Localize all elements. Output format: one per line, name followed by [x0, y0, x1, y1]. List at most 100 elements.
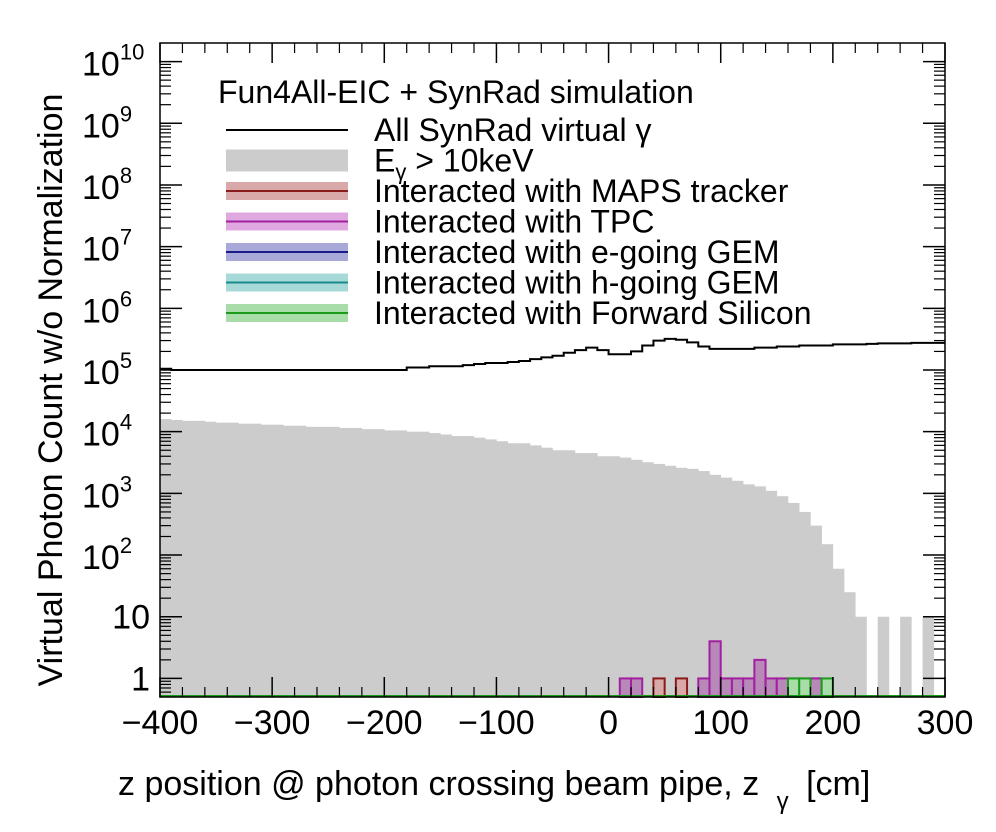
plot-area — [160, 337, 945, 699]
histogram-bar-interacted-with-tpc — [809, 677, 823, 698]
histogram-bar-e-gamma — [687, 468, 699, 697]
histogram-bar-e-gamma — [900, 616, 912, 697]
histogram-bar-e-gamma — [339, 427, 351, 697]
histogram-bar-e-gamma — [754, 486, 766, 697]
x-tick-label: 200 — [804, 704, 861, 742]
y-tick-label: 102 — [82, 533, 132, 577]
histogram-bar-e-gamma — [653, 463, 665, 697]
histogram-bar-e-gamma — [810, 525, 822, 697]
histogram-bar-e-gamma — [642, 462, 654, 697]
chart-title: Fun4All-EIC + SynRad simulation — [218, 74, 694, 110]
histogram-bar-e-gamma — [698, 471, 710, 697]
histogram-bar-e-gamma — [631, 459, 643, 697]
y-tick-label: 104 — [82, 410, 132, 454]
y-tick-label: 1010 — [82, 40, 144, 84]
histogram-bar-interacted-with-tpc — [719, 677, 733, 698]
histogram-bar-e-gamma — [440, 434, 452, 697]
legend-swatch-fill — [226, 149, 348, 172]
histogram-bar-e-gamma — [832, 568, 845, 697]
histogram-bar-e-gamma — [776, 496, 789, 697]
legend-label: Interacted with Forward Silicon — [374, 295, 812, 331]
histogram-bar-e-gamma — [406, 431, 419, 697]
histogram-bar-e-gamma — [922, 616, 935, 697]
histogram-bar-e-gamma — [350, 427, 363, 697]
legend-label: Eγ > 10keV — [374, 143, 534, 185]
histogram-bar-e-gamma — [227, 422, 239, 697]
legend-label: Interacted with e-going GEM — [374, 234, 780, 270]
histogram-bar-e-gamma — [552, 450, 565, 697]
x-axis-title-sub: γ — [777, 788, 789, 815]
histogram-bar-e-gamma — [821, 544, 834, 697]
histogram-bar-e-gamma — [709, 474, 722, 697]
histogram-bar-e-gamma — [518, 443, 531, 697]
histogram-bar-e-gamma — [283, 425, 295, 697]
histogram-bar-e-gamma — [574, 453, 587, 697]
histogram-bar-interacted-with-maps-tracker — [652, 677, 666, 698]
histogram-bar-e-gamma — [395, 430, 408, 697]
histogram-bar-interacted-with-tpc — [764, 677, 778, 698]
y-tick-label: 1 — [131, 660, 150, 698]
legend-label: Interacted with h-going GEM — [374, 265, 780, 301]
histogram-bar-e-gamma — [462, 436, 475, 697]
x-axis-title: z position @ photon crossing beam pipe, … — [118, 765, 870, 817]
histogram-bar-e-gamma — [204, 421, 217, 697]
y-tick-label: 105 — [82, 348, 132, 392]
x-tick-label: −400 — [122, 704, 199, 742]
x-tick-label: 100 — [692, 704, 749, 742]
y-tick-label: 106 — [82, 286, 132, 330]
histogram-bar-e-gamma — [193, 420, 206, 697]
legend-label: All SynRad virtual γ — [374, 112, 651, 148]
x-tick-label: −300 — [234, 704, 311, 742]
histogram-bar-e-gamma — [664, 465, 677, 697]
histogram-bar-e-gamma — [216, 422, 228, 697]
histogram-bar-e-gamma — [451, 436, 464, 697]
legend-label: Interacted with TPC — [374, 204, 654, 240]
y-tick-label: 108 — [82, 163, 132, 207]
histogram-bar-interacted-with-maps-tracker — [674, 677, 689, 698]
histogram-bar-interacted-with-tpc — [742, 677, 756, 698]
histogram-bar-e-gamma — [541, 447, 553, 697]
histogram-bar-e-gamma — [171, 419, 183, 697]
histogram-bar-e-gamma — [272, 424, 284, 697]
histogram-bar-e-gamma — [429, 433, 441, 697]
y-tick-label: 109 — [82, 101, 132, 145]
histogram-bar-interacted-with-tpc — [753, 658, 767, 699]
histogram-bar-e-gamma — [597, 456, 609, 697]
histogram-bar-e-gamma — [720, 477, 733, 697]
histogram-bar-interacted-with-forward-silicon — [820, 677, 834, 698]
x-tick-label: −200 — [346, 704, 423, 742]
axes: −400 −300 −200 −100 0 100 200 300 1 10 102 103 104 10… — [82, 40, 973, 742]
histogram-bar-interacted-with-tpc — [630, 677, 644, 698]
histogram-bar-e-gamma — [361, 429, 374, 697]
histogram-bar-interacted-with-tpc — [730, 677, 745, 698]
y-tick-label: 10 — [112, 599, 150, 637]
histogram-bar-e-gamma — [855, 616, 867, 697]
histogram-bar-e-gamma — [238, 423, 251, 697]
histogram-bar-e-gamma — [373, 429, 385, 697]
histogram-bar-e-gamma — [743, 484, 755, 697]
x-tick-label: −100 — [458, 704, 535, 742]
y-tick-label: 107 — [82, 225, 132, 269]
x-axis-title-main: z position @ photon crossing beam pipe, … — [118, 765, 759, 803]
histogram-bar-e-gamma — [788, 502, 800, 697]
histogram-bar-e-gamma — [619, 457, 632, 697]
histogram-bar-e-gamma — [507, 443, 520, 697]
y-tick-label: 103 — [82, 471, 132, 515]
histogram-bar-e-gamma — [417, 431, 430, 697]
histogram-bar-e-gamma — [249, 423, 262, 697]
histogram-bar-interacted-with-tpc — [775, 677, 789, 698]
legend-label: Interacted with MAPS tracker — [374, 173, 789, 209]
histogram-bar-e-gamma — [182, 420, 194, 697]
histogram-bar-e-gamma — [260, 424, 273, 697]
histogram-bar-e-gamma — [563, 450, 576, 697]
x-tick-label: 0 — [599, 704, 618, 742]
histogram-bar-e-gamma — [731, 480, 744, 697]
histogram-bar-interacted-with-forward-silicon — [787, 677, 801, 698]
series-line-all-synrad — [160, 337, 945, 371]
histogram-bar-e-gamma — [496, 441, 508, 697]
histogram-bar-e-gamma — [765, 490, 778, 697]
histogram-bar-e-gamma — [844, 592, 856, 697]
histogram-bar-interacted-with-forward-silicon — [798, 677, 812, 698]
histogram-bar-e-gamma — [675, 467, 688, 697]
